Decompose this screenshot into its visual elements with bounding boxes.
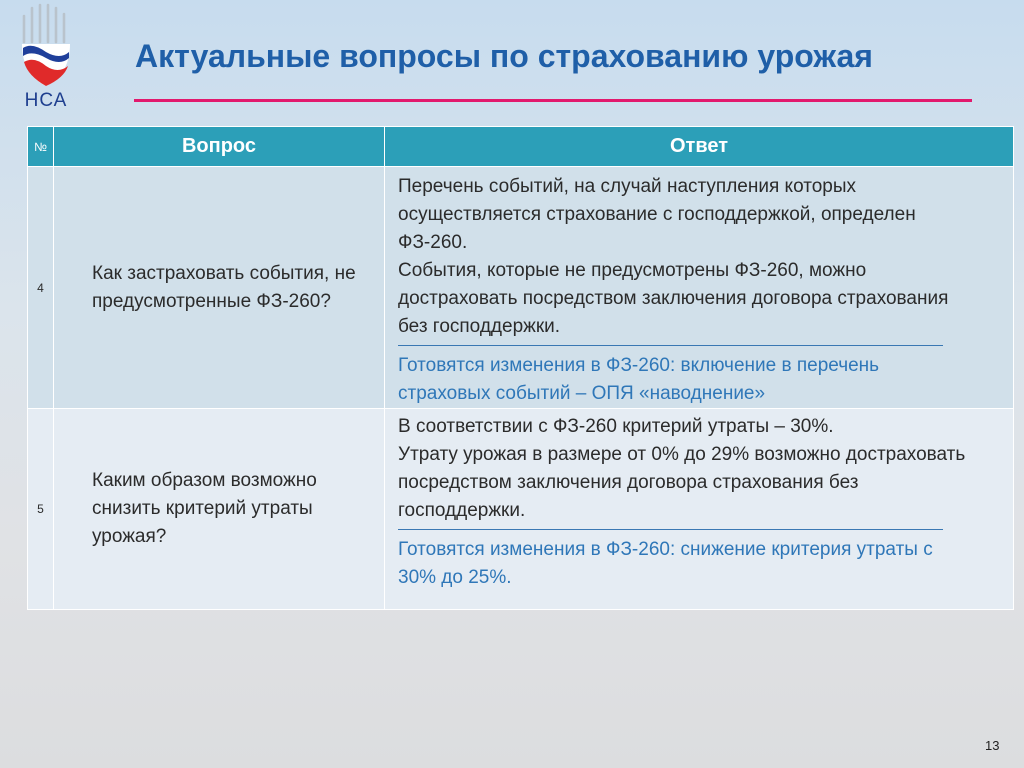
table-row: 4 Как застраховать события, не предусмот… [27,166,1014,409]
logo-text: НСА [24,90,68,111]
answer-line: События, которые не предусмотрены ФЗ-260… [398,260,949,337]
answer-divider [398,345,943,346]
table-row: 5 Каким образом возможно снизить критери… [27,408,1014,610]
page-title: Актуальные вопросы по страхованию урожая [135,38,873,74]
title-underline [134,99,972,102]
header-answer: Ответ [384,126,1014,167]
answer-cell: В соответствии с ФЗ-260 критерий утраты … [384,408,1014,610]
question-cell: Каким образом возможно снизить критерий … [53,408,385,610]
header-question: Вопрос [53,126,385,167]
page-number: 13 [985,738,1000,753]
pending-changes-note: Готовятся изменения в ФЗ-260: снижение к… [398,539,933,588]
answer-divider [398,529,943,530]
nsa-logo: НСА [18,2,74,111]
answer-line: В соответствии с ФЗ-260 критерий утраты … [398,416,834,437]
header-num: № [27,126,54,167]
pending-changes-note: Готовятся изменения в ФЗ-260: включение … [398,355,880,404]
row-number: 4 [27,166,54,409]
table-header-row: № Вопрос Ответ [27,126,1014,167]
answer-line: Утрату урожая в размере от 0% до 29% воз… [398,444,966,521]
answer-cell: Перечень событий, на случай наступления … [384,166,1014,409]
nsa-emblem-icon [22,3,70,86]
row-number: 5 [27,408,54,610]
qa-table: № Вопрос Ответ 4 Как застраховать событи… [27,126,1014,610]
question-cell: Как застраховать события, не предусмотре… [53,166,385,409]
answer-line: Перечень событий, на случай наступления … [398,176,916,253]
